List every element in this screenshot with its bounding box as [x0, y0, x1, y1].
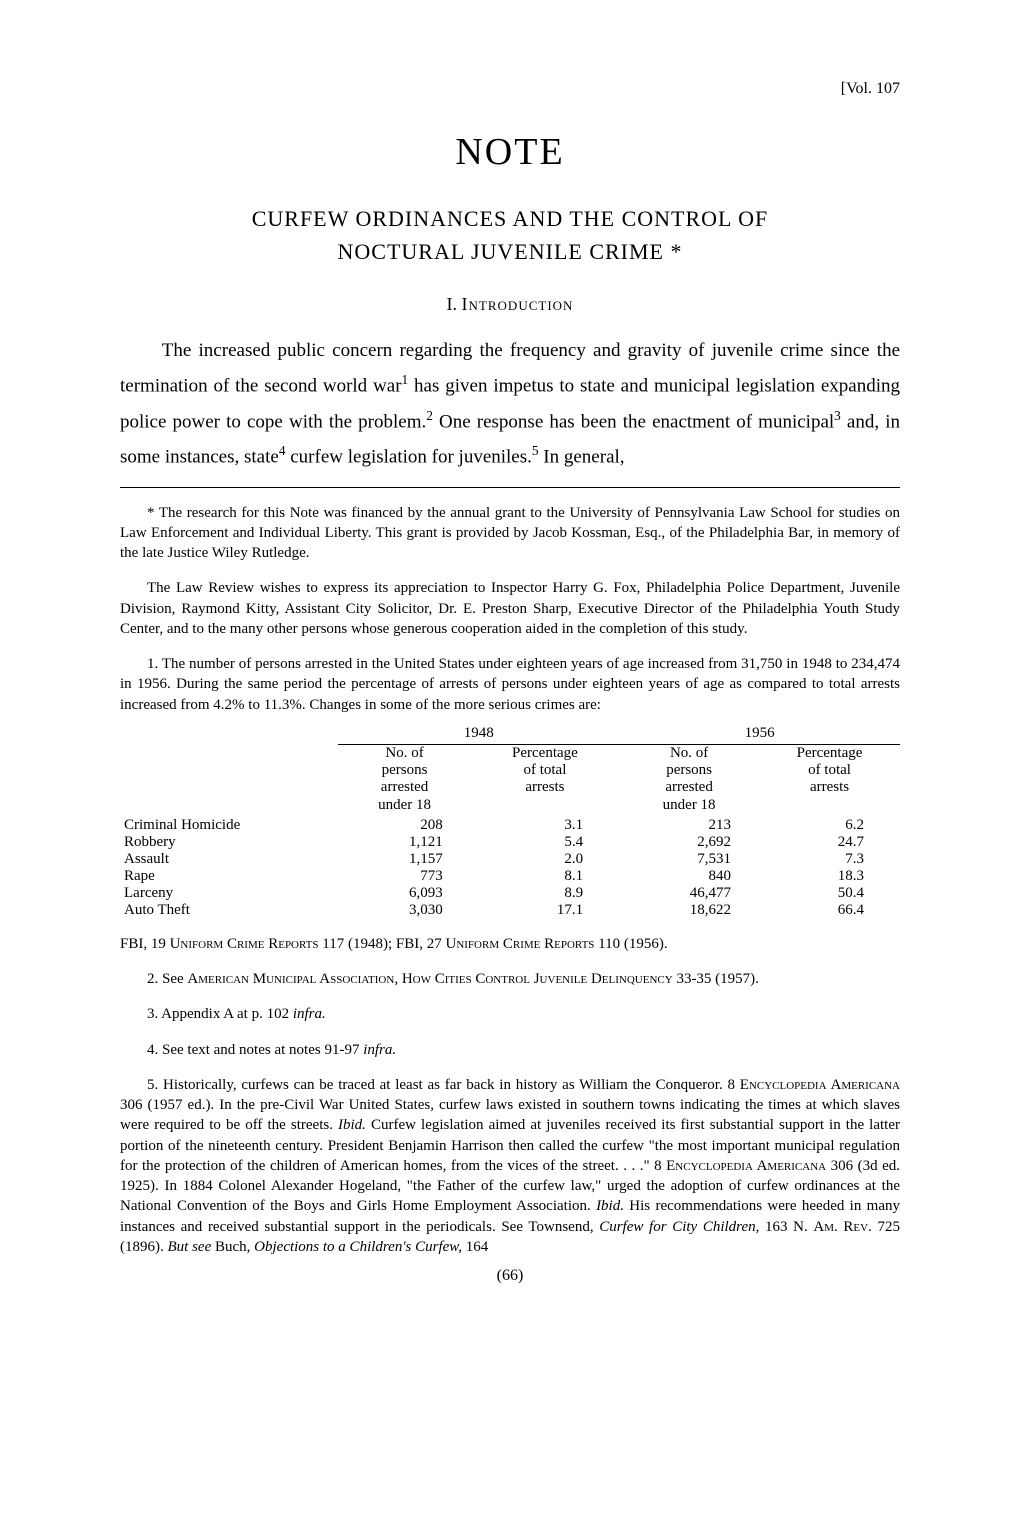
crime-p1: 3.1 [471, 817, 619, 834]
crime-p2: 24.7 [759, 834, 900, 851]
text: 117 (1948); FBI, 27 [319, 936, 446, 952]
footnote-ref-5: 5 [532, 443, 539, 458]
crime-n2: 840 [619, 868, 759, 885]
body-paragraph: The increased public concern regarding t… [120, 334, 900, 475]
text: 2. See [147, 971, 187, 987]
crime-n1: 208 [338, 817, 470, 834]
text-smallcaps: Uniform Crime Reports [445, 936, 594, 952]
article-title-line1: CURFEW ORDINANCES AND THE CONTROL OF [252, 206, 769, 231]
text: Buch, [211, 1239, 254, 1255]
table-row: Auto Theft 3,030 17.1 18,622 66.4 [120, 902, 900, 919]
footnote-3: 3. Appendix A at p. 102 infra. [120, 1004, 900, 1024]
table-column-headers: No. of persons arrested under 18 Percent… [120, 744, 900, 817]
volume-header: [Vol. 107 [120, 80, 900, 98]
table-row: Rape 773 8.1 840 18.3 [120, 868, 900, 885]
crime-n1: 3,030 [338, 902, 470, 919]
footnote-1: 1. The number of persons arrested in the… [120, 654, 900, 715]
text: FBI, 19 [120, 936, 170, 952]
col-pct-1948: Percentage of total arrests [471, 744, 619, 817]
text-smallcaps: American Municipal Association, How Citi… [187, 971, 672, 987]
text-italic: Objections to a Children's Curfew, [254, 1239, 462, 1255]
article-title: CURFEW ORDINANCES AND THE CONTROL OF NOC… [120, 202, 900, 268]
body-text: In general, [539, 447, 625, 468]
crime-p2: 6.2 [759, 817, 900, 834]
text-italic: infra. [293, 1006, 326, 1022]
footnote-5: 5. Historically, curfews can be traced a… [120, 1075, 900, 1257]
crime-p1: 5.4 [471, 834, 619, 851]
crime-p2: 7.3 [759, 851, 900, 868]
text: 33-35 (1957). [673, 971, 759, 987]
crime-n2: 213 [619, 817, 759, 834]
footnote-star: * The research for this Note was finance… [120, 503, 900, 564]
text-smallcaps: Uniform Crime Reports [170, 936, 319, 952]
col-persons-1948: No. of persons arrested under 18 [338, 744, 470, 817]
footnote-1-source: FBI, 19 Uniform Crime Reports 117 (1948)… [120, 934, 900, 954]
footnote-ref-3: 3 [834, 408, 841, 423]
table-row: Robbery 1,121 5.4 2,692 24.7 [120, 834, 900, 851]
crime-p1: 8.9 [471, 885, 619, 902]
footnote-2: 2. See American Municipal Association, H… [120, 969, 900, 989]
text: 110 (1956). [594, 936, 667, 952]
crime-n1: 773 [338, 868, 470, 885]
crime-label: Robbery [120, 834, 338, 851]
crime-label: Assault [120, 851, 338, 868]
article-title-line2: NOCTURAL JUVENILE CRIME * [338, 239, 683, 264]
col-persons-1956: No. of persons arrested under 18 [619, 744, 759, 817]
crime-n1: 1,121 [338, 834, 470, 851]
crime-label: Criminal Homicide [120, 817, 338, 834]
page-number: (66) [120, 1267, 900, 1285]
crime-n2: 2,692 [619, 834, 759, 851]
table-row: Larceny 6,093 8.9 46,477 50.4 [120, 885, 900, 902]
body-text: curfew legislation for juveniles. [285, 447, 531, 468]
crime-n2: 18,622 [619, 902, 759, 919]
text-italic: Curfew for City Children, [599, 1219, 759, 1235]
text-smallcaps: Encyclopedia Americana [666, 1158, 826, 1174]
crime-label: Rape [120, 868, 338, 885]
text-smallcaps: Am. Rev. [813, 1219, 871, 1235]
crime-p2: 50.4 [759, 885, 900, 902]
crime-label: Larceny [120, 885, 338, 902]
section-name: Introduction [462, 294, 574, 314]
text-smallcaps: Encyclopedia Americana [740, 1077, 900, 1093]
text-italic: Ibid. [596, 1198, 624, 1214]
crime-n2: 46,477 [619, 885, 759, 902]
main-title: NOTE [120, 130, 900, 174]
text-italic: Ibid. [338, 1117, 366, 1133]
crime-n2: 7,531 [619, 851, 759, 868]
text: 3. Appendix A at p. 102 [147, 1006, 293, 1022]
col-pct-1956: Percentage of total arrests [759, 744, 900, 817]
text: 5. Historically, curfews can be traced a… [147, 1077, 740, 1093]
table-row: Criminal Homicide 208 3.1 213 6.2 [120, 817, 900, 834]
table-year-1948: 1948 [338, 725, 619, 745]
text-italic: But see [168, 1239, 212, 1255]
text-italic: infra. [363, 1042, 396, 1058]
crime-p2: 18.3 [759, 868, 900, 885]
crime-n1: 6,093 [338, 885, 470, 902]
body-text: One response has been the enactment of m… [433, 411, 834, 432]
table-row: Assault 1,157 2.0 7,531 7.3 [120, 851, 900, 868]
table-year-row: 1948 1956 [120, 725, 900, 745]
footnote-ref-2: 2 [426, 408, 433, 423]
footnote-divider [120, 487, 900, 488]
section-heading: I. Introduction [120, 294, 900, 315]
crime-p1: 17.1 [471, 902, 619, 919]
table-year-1956: 1956 [619, 725, 900, 745]
text: 4. See text and notes at notes 91-97 [147, 1042, 363, 1058]
text: 163 N. [759, 1219, 813, 1235]
crime-p2: 66.4 [759, 902, 900, 919]
crime-label: Auto Theft [120, 902, 338, 919]
crime-p1: 8.1 [471, 868, 619, 885]
crime-n1: 1,157 [338, 851, 470, 868]
crime-statistics-table: 1948 1956 No. of persons arrested under … [120, 725, 900, 919]
footnote-4: 4. See text and notes at notes 91-97 inf… [120, 1040, 900, 1060]
section-number: I. [447, 294, 458, 314]
text: 164 [462, 1239, 488, 1255]
footnote-star-continued: The Law Review wishes to express its app… [120, 578, 900, 639]
crime-p1: 2.0 [471, 851, 619, 868]
